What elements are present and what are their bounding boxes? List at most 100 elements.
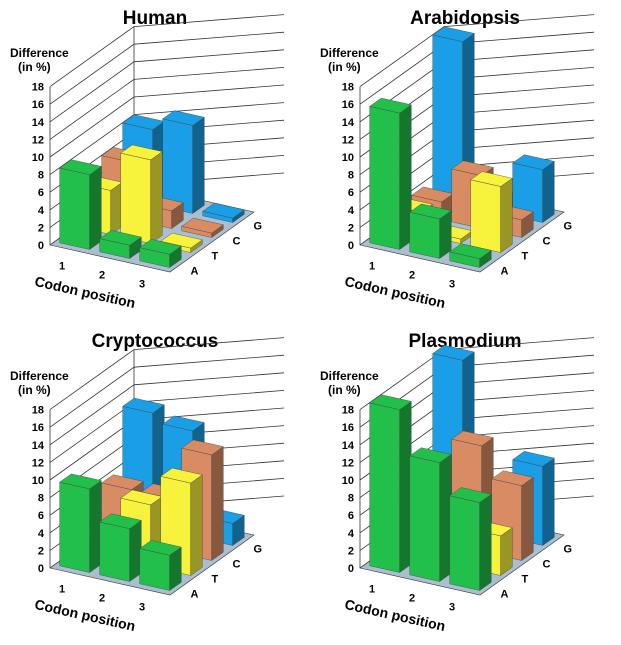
y-axis-label-name: Difference: [10, 46, 69, 60]
y-tick-label: 14: [32, 117, 45, 129]
bar-top-face: [99, 230, 142, 246]
y-tick-label: 10: [342, 152, 354, 164]
x-tick-label: 2: [409, 593, 415, 605]
bar-top-face: [139, 540, 182, 556]
bars: [59, 397, 245, 591]
x-tick-label: 2: [99, 270, 105, 282]
x-tick-labels: 1 2 3: [369, 584, 455, 614]
y-axis-label-name: Difference: [320, 46, 379, 60]
bar-A-pos1: [59, 473, 102, 573]
chart-panel-human: Human Difference (in %) 0 2 4 6 8 10 12 14 16 18 1…: [0, 0, 310, 322]
depth-tick-label: G: [564, 221, 573, 233]
bar-A-pos3: [449, 243, 492, 268]
y-tick-label: 12: [32, 457, 44, 469]
bar-side-face: [192, 116, 205, 214]
y-tick-label: 14: [342, 440, 355, 452]
y-tick-label: 8: [348, 170, 354, 182]
gridline: [49, 31, 285, 105]
bar-top-face: [491, 470, 534, 486]
x-tick-label: 3: [139, 602, 145, 614]
bar-top-face: [139, 239, 182, 255]
chart-title: Arabidopsis: [410, 8, 520, 29]
bar-A-pos2: [99, 513, 142, 582]
bar-C-pos3: [181, 217, 224, 238]
depth-tick-label: A: [191, 266, 199, 278]
bar-front-face: [59, 481, 90, 573]
bar-front-face: [59, 167, 90, 250]
y-tick-label: 12: [32, 134, 44, 146]
bar-top-face: [99, 513, 142, 529]
x-tick-label: 1: [59, 584, 65, 596]
bar-A-pos3: [139, 540, 182, 591]
y-tick-label: 6: [38, 510, 44, 522]
bar-top-face: [181, 217, 224, 234]
bar-T-pos2: [120, 144, 163, 244]
bar-A-pos2: [409, 447, 452, 582]
y-tick-label: 8: [348, 493, 354, 505]
bar-side-face: [542, 161, 555, 223]
depth-tick-label: G: [254, 221, 263, 233]
bar-top-face: [449, 487, 492, 503]
y-tick-label: 6: [348, 187, 354, 199]
depth-tick-label: G: [254, 544, 263, 556]
gridline: [49, 14, 285, 87]
y-tick-label: 18: [342, 405, 354, 417]
y-tick-label: 4: [348, 205, 355, 217]
y-tick-label: 14: [32, 440, 45, 452]
y-tick-label: 2: [348, 545, 354, 557]
gridline: [49, 49, 285, 123]
y-tick-label: 16: [342, 422, 354, 434]
depth-tick-label: C: [233, 236, 241, 248]
gridline: [49, 337, 285, 410]
x-tick-label: 2: [99, 593, 105, 605]
bar-front-face: [470, 179, 501, 253]
y-tick-label: 4: [38, 205, 45, 217]
bar-top-face: [432, 26, 475, 42]
bar-top-face: [162, 415, 205, 432]
x-tick-label: 1: [369, 584, 375, 596]
bar-top-face: [369, 97, 412, 114]
bars: [369, 345, 555, 591]
bar-front-face: [369, 402, 400, 573]
bar-top-face: [449, 243, 492, 259]
bar-top-face: [122, 397, 165, 414]
chart-panel-arabidopsis: Arabidopsis Difference (in %) 0 2 4 6 8 10 12 1…: [310, 0, 620, 322]
gridline: [49, 354, 285, 428]
y-axis-label: Difference (in %): [320, 369, 379, 397]
depth-tick-label: C: [543, 559, 551, 571]
x-axis-label: Codon position: [343, 596, 447, 634]
bar-side-face: [542, 457, 555, 546]
bar-top-face: [162, 110, 205, 126]
x-tick-labels: 1 2 3: [59, 584, 145, 614]
y-tick-label: 4: [348, 528, 355, 540]
depth-tick-label: T: [522, 574, 529, 586]
bar-G-pos2: [162, 110, 205, 214]
bar-top-face: [409, 203, 452, 220]
y-tick-labels: 0 2 4 6 8 10 12 14 16 18: [32, 82, 45, 252]
y-tick-label: 12: [342, 457, 354, 469]
y-tick-label: 10: [32, 152, 44, 164]
y-tick-label: 12: [342, 134, 354, 146]
bar-top-face: [451, 430, 494, 447]
depth-tick-labels: A T C G: [191, 544, 263, 601]
y-tick-label: 10: [32, 475, 44, 487]
x-axis-label: Codon position: [343, 273, 447, 311]
y-tick-label: 0: [38, 563, 44, 575]
y-tick-label: 6: [348, 510, 354, 522]
bar-top-face: [512, 451, 555, 467]
chart-panel-cryptococcus: Cryptococcus Difference (in %) 0 2 4 6 8 10 12…: [0, 323, 310, 645]
y-axis-label-unit: (in %): [18, 60, 51, 74]
y-tick-label: 16: [32, 99, 44, 111]
depth-tick-labels: A T C G: [501, 544, 573, 601]
bar-front-face: [369, 106, 400, 250]
bar-top-face: [59, 159, 102, 175]
x-tick-label: 3: [449, 279, 455, 291]
bar-A-pos1: [369, 394, 412, 573]
x-axis-label: Codon position: [33, 596, 137, 634]
bar-top-face: [181, 439, 224, 456]
depth-tick-label: A: [501, 589, 509, 601]
bar-front-face: [120, 152, 151, 244]
